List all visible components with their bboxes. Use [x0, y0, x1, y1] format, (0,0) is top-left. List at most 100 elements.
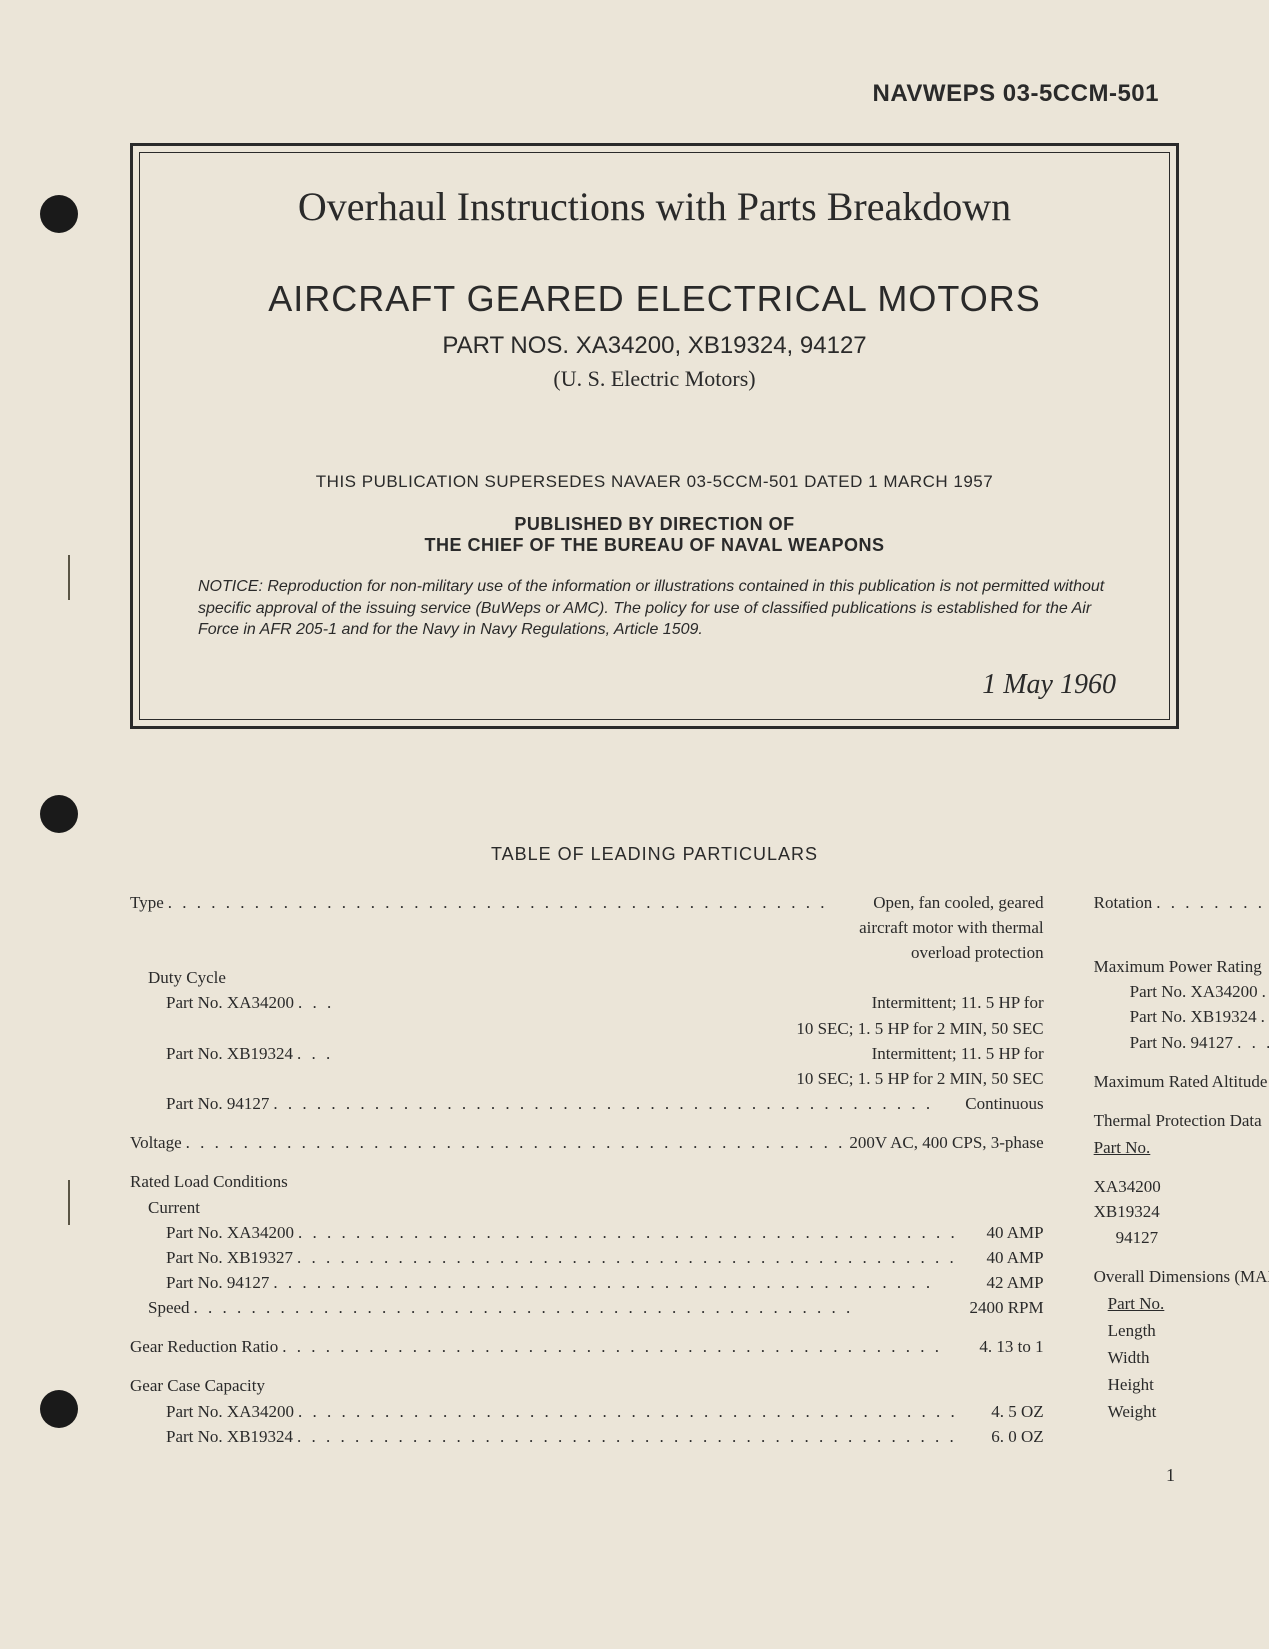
type-label: Type: [130, 890, 164, 915]
duty-xb-value: Intermittent; 11. 5 HP for: [872, 1041, 1044, 1066]
dimensions-table: Part No. XA34200 XB19324 94127 Length 10…: [1094, 1289, 1269, 1427]
thermal-pn: XA34200: [1094, 1174, 1269, 1199]
title-frame: Overhaul Instructions with Parts Breakdo…: [130, 143, 1179, 729]
publication-date: 1 May 1960: [178, 669, 1131, 701]
capacity-xa-value: 4. 5 OZ: [991, 1399, 1043, 1424]
duty-xa-label: Part No. XA34200: [166, 990, 294, 1015]
leader-dots: . . . . . . . . . . . . . . . . . . . . …: [182, 1130, 850, 1155]
page-number: 1: [130, 1465, 1179, 1486]
leader-dots: . . . . . . . . . . . . . . . . . . . . …: [294, 1220, 987, 1245]
type-value-cont: aircraft motor with thermal: [130, 915, 1044, 940]
capacity-xb-row: Part No. XB19324 . . . . . . . . . . . .…: [130, 1424, 1044, 1449]
dim-row: Width 6. 875 IN. 6. 750 IN. 6. 875 IN.: [1096, 1345, 1269, 1370]
maxpower-xb-label: Part No. XB19324: [1130, 1004, 1257, 1029]
supersedes-note: THIS PUBLICATION SUPERSEDES NAVAER 03-5C…: [178, 472, 1131, 492]
particulars-table: Type . . . . . . . . . . . . . . . . . .…: [130, 890, 1179, 1449]
gear-ratio-row: Gear Reduction Ratio . . . . . . . . . .…: [130, 1334, 1044, 1359]
rotation-row: Rotation . . . . . . . . . . . . . . . .…: [1094, 890, 1269, 915]
duty-xa-value: Intermittent; 11. 5 HP for: [872, 990, 1044, 1015]
altitude-label: Maximum Rated Altitude: [1094, 1069, 1268, 1094]
gear-ratio-value: 4. 13 to 1: [979, 1334, 1043, 1359]
current-xb-row: Part No. XB19327 . . . . . . . . . . . .…: [130, 1245, 1044, 1270]
gear-capacity-label: Gear Case Capacity: [130, 1373, 1044, 1398]
thermal-row: XA34200 150°C(302°F) 135°C(275°F): [1094, 1174, 1269, 1199]
voltage-label: Voltage: [130, 1130, 182, 1155]
thermal-pn: XB19324: [1094, 1199, 1269, 1224]
leader-dots: . . . . . . . . . . . . . . . . . . . . …: [1233, 1030, 1269, 1055]
capacity-xb-value: 6. 0 OZ: [991, 1424, 1043, 1449]
dim-row: Length 10. 781 IN. 10. 687 IN. 11. 625 I…: [1096, 1318, 1269, 1343]
document-id: NAVWEPS 03-5CCM-501: [130, 80, 1179, 108]
rated-label: Rated Load Conditions: [130, 1169, 1044, 1194]
part-numbers: PART NOS. XA34200, XB19324, 94127: [178, 332, 1131, 360]
current-xa-value: 40 AMP: [986, 1220, 1043, 1245]
capacity-xa-label: Part No. XA34200: [166, 1399, 294, 1424]
duty-cycle-label: Duty Cycle: [130, 965, 1044, 990]
duty-xb-label: Part No. XB19324: [166, 1041, 293, 1066]
type-row: Type . . . . . . . . . . . . . . . . . .…: [130, 890, 1044, 915]
current-94-value: 42 AMP: [986, 1270, 1043, 1295]
document-page: NAVWEPS 03-5CCM-501 Overhaul Instruction…: [0, 0, 1269, 1526]
leader-dots: . . . . . . . . . . . . . . . . . . . . …: [278, 1334, 979, 1359]
publisher-line2: THE CHIEF OF THE BUREAU OF NAVAL WEAPONS: [178, 535, 1131, 556]
rotation-value-cont: shaft end): [1094, 915, 1269, 940]
maxpower-94-label: Part No. 94127: [1130, 1030, 1233, 1055]
altitude-row: Maximum Rated Altitude . . . . . . . . .…: [1094, 1069, 1269, 1094]
leader-dots: . . . . . . . . . . . . . . . . . . . . …: [294, 1399, 991, 1424]
current-label: Current: [130, 1195, 1044, 1220]
leader-dots: . . .: [293, 1041, 872, 1066]
speed-value: 2400 RPM: [969, 1295, 1043, 1320]
capacity-xa-row: Part No. XA34200 . . . . . . . . . . . .…: [130, 1399, 1044, 1424]
duty-xb-value-cont: 10 SEC; 1. 5 HP for 2 MIN, 50 SEC: [130, 1066, 1044, 1091]
duty-94-row: Part No. 94127 . . . . . . . . . . . . .…: [130, 1091, 1044, 1116]
capacity-xb-label: Part No. XB19324: [166, 1424, 293, 1449]
thermal-header-row: Part No. Opens Closes: [1094, 1135, 1269, 1160]
maxpower-94-row: Part No. 94127 . . . . . . . . . . . . .…: [1094, 1030, 1269, 1055]
duty-xa-row: Part No. XA34200 . . . Intermittent; 11.…: [130, 990, 1044, 1015]
type-value-cont: overload protection: [130, 940, 1044, 965]
voltage-value: 200V AC, 400 CPS, 3-phase: [849, 1130, 1043, 1155]
leader-dots: . . . . . . . . . . . . . . . . . . . . …: [269, 1270, 986, 1295]
publisher-line1: PUBLISHED BY DIRECTION OF: [178, 514, 1131, 535]
leader-dots: . . . . . . . . . . . . . . . . . . . . …: [1258, 979, 1269, 1004]
maxpower-xa-row: Part No. XA34200 . . . . . . . . . . . .…: [1094, 979, 1269, 1004]
leader-dots: . . . . . . . . . . . . . . . . . . . . …: [1257, 1004, 1269, 1029]
dim-header-pn: Part No.: [1096, 1291, 1269, 1316]
manufacturer: (U. S. Electric Motors): [178, 366, 1131, 392]
dim-header-row: Part No. XA34200 XB19324 94127: [1096, 1291, 1269, 1316]
dim-label: Length: [1096, 1318, 1269, 1343]
duty-94-label: Part No. 94127: [166, 1091, 269, 1116]
leader-dots: . . . . . . . . . . . . . . . . . . . . …: [1152, 890, 1269, 915]
dim-label: Width: [1096, 1345, 1269, 1370]
current-xa-row: Part No. XA34200 . . . . . . . . . . . .…: [130, 1220, 1044, 1245]
dim-label: Weight: [1096, 1399, 1269, 1424]
leader-dots: . . .: [294, 990, 872, 1015]
leader-dots: . . . . . . . . . . . . . . . . . . . . …: [293, 1245, 986, 1270]
dimensions-label: Overall Dimensions (MAX. ): [1094, 1264, 1269, 1289]
current-94-row: Part No. 94127 . . . . . . . . . . . . .…: [130, 1270, 1044, 1295]
leader-dots: . . . . . . . . . . . . . . . . . . . . …: [269, 1091, 965, 1116]
rotation-label: Rotation: [1094, 890, 1153, 915]
thermal-header-pn: Part No.: [1094, 1135, 1269, 1160]
thermal-row: XB19324 172°C(341. 6°F) 162°C(323. 5°F): [1094, 1199, 1269, 1224]
current-xb-label: Part No. XB19327: [166, 1245, 293, 1270]
thermal-pn: 94127: [1094, 1225, 1269, 1250]
type-value: Open, fan cooled, geared: [873, 890, 1043, 915]
particulars-left-column: Type . . . . . . . . . . . . . . . . . .…: [130, 890, 1044, 1449]
gear-ratio-label: Gear Reduction Ratio: [130, 1334, 278, 1359]
leader-dots: . . . . . . . . . . . . . . . . . . . . …: [293, 1424, 991, 1449]
speed-row: Speed . . . . . . . . . . . . . . . . . …: [130, 1295, 1044, 1320]
duty-xa-value-cont: 10 SEC; 1. 5 HP for 2 MIN, 50 SEC: [130, 1016, 1044, 1041]
thermal-row: 94127 175°C(347°F) 140°C(284°F): [1094, 1225, 1269, 1250]
maxpower-xa-label: Part No. XA34200: [1130, 979, 1258, 1004]
equipment-title: AIRCRAFT GEARED ELECTRICAL MOTORS: [178, 278, 1131, 320]
maxpower-xb-row: Part No. XB19324 . . . . . . . . . . . .…: [1094, 1004, 1269, 1029]
current-xb-value: 40 AMP: [986, 1245, 1043, 1270]
thermal-table: Part No. Opens Closes XA34200 150°C(302°…: [1094, 1135, 1269, 1250]
overhaul-title: Overhaul Instructions with Parts Breakdo…: [178, 183, 1131, 230]
leader-dots: . . . . . . . . . . . . . . . . . . . . …: [164, 890, 874, 915]
duty-94-value: Continuous: [965, 1091, 1043, 1116]
maxpower-label: Maximum Power Rating: [1094, 954, 1269, 979]
voltage-row: Voltage . . . . . . . . . . . . . . . . …: [130, 1130, 1044, 1155]
leader-dots: . . . . . . . . . . . . . . . . . . . . …: [190, 1295, 970, 1320]
